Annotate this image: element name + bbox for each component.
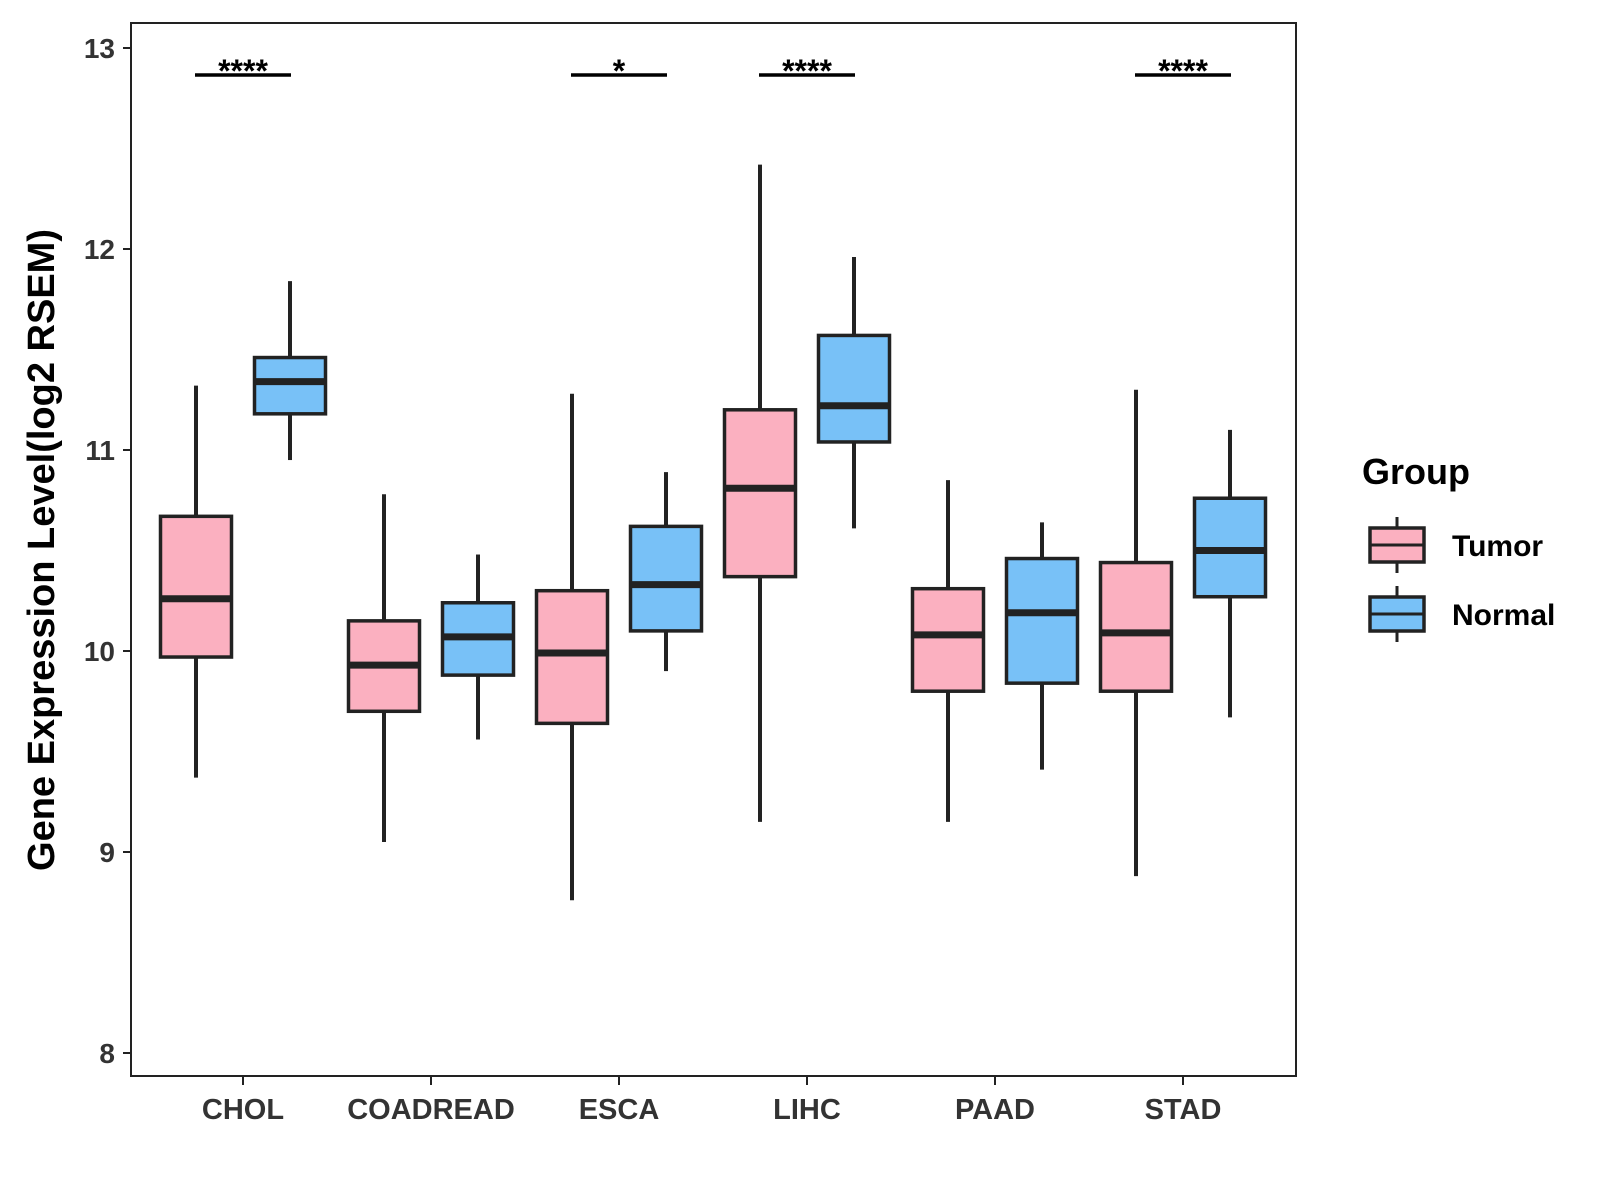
legend-item-tumor: Tumor [1368,517,1543,573]
significance-label: **** [1158,53,1208,89]
box-iqr [534,588,610,726]
box-tumor-coadread [346,494,422,842]
significance-label: * [613,53,626,89]
plot-panel [130,22,1297,1077]
box-iqr [722,408,798,579]
box-iqr [158,514,234,659]
box-tumor-chol [158,385,234,778]
box-normal-paad [1004,522,1080,770]
box-iqr [910,586,986,693]
box-normal-coadread [440,554,516,740]
significance-label: **** [218,53,268,89]
y-tick-label: 8 [99,1038,115,1069]
box-iqr [628,524,704,633]
box-tumor-stad [1098,389,1174,877]
box-series [158,164,1268,901]
box-tumor-paad [910,480,986,822]
x-tick-label: PAAD [955,1094,1035,1126]
box-normal-lihc [816,257,892,529]
significance-annotations: **** * **** **** [195,53,1231,89]
box-normal-esca [628,472,704,672]
legend: Group Tumor Normal [1362,451,1555,642]
significance-label: **** [782,53,832,89]
box-iqr [1098,560,1174,693]
x-tick-label: ESCA [579,1094,660,1126]
y-axis: 8 9 10 11 12 13 [84,33,131,1069]
y-tick-label: 12 [84,234,115,265]
y-tick-label: 9 [99,837,115,868]
box-iqr [252,355,328,416]
y-tick-label: 13 [84,33,115,64]
x-axis: CHOL COADREAD ESCA LIHC PAAD STAD [202,1076,1221,1126]
box-normal-stad [1192,429,1268,718]
x-tick-label: STAD [1145,1094,1222,1126]
box-normal-chol [252,281,328,461]
y-axis-title: Gene Expression Level(log2 RSEM) [21,229,63,871]
box-tumor-esca [534,393,610,901]
legend-title: Group [1362,451,1470,492]
legend-label: Normal [1452,599,1555,632]
legend-item-normal: Normal [1368,586,1555,642]
legend-label: Tumor [1452,530,1543,563]
box-iqr [1004,556,1080,685]
x-tick-label: LIHC [773,1094,841,1126]
x-tick-label: CHOL [202,1094,284,1126]
box-iqr [816,333,892,444]
y-tick-label: 11 [85,435,115,466]
y-tick-label: 10 [84,636,115,667]
x-tick-label: COADREAD [347,1094,515,1126]
box-tumor-lihc [722,164,798,822]
